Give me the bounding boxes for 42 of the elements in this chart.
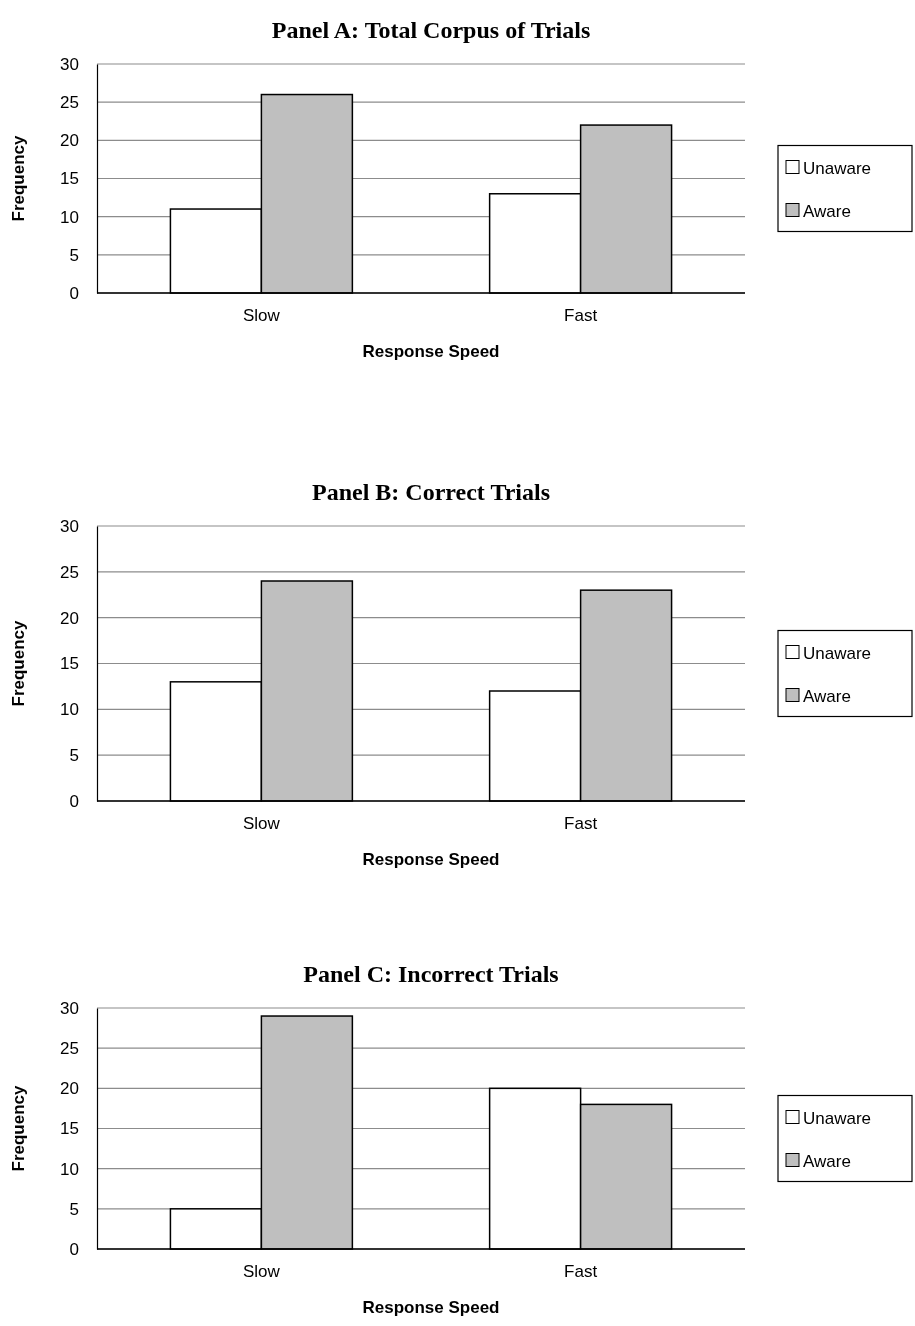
- y-tick-label: 25: [60, 562, 79, 582]
- chart-title: Panel C: Incorrect Trials: [303, 961, 559, 987]
- x-axis-title: Response Speed: [362, 850, 500, 869]
- y-tick-label: 5: [69, 746, 79, 766]
- x-tick-label: Fast: [564, 1262, 598, 1282]
- y-tick-label: 20: [60, 608, 79, 628]
- y-tick-label: 15: [60, 654, 79, 674]
- y-axis-title: Frequency: [9, 619, 28, 707]
- y-tick-label: 30: [60, 516, 79, 536]
- y-tick-label: 15: [60, 1119, 79, 1139]
- x-tick-label: Slow: [242, 306, 281, 326]
- y-tick-label: 10: [60, 700, 79, 720]
- y-tick-label: 5: [69, 1199, 79, 1219]
- x-axis-title: Response Speed: [362, 1298, 500, 1317]
- y-tick-label: 10: [60, 207, 79, 227]
- y-tick-label: 20: [60, 1079, 79, 1099]
- x-tick-label: Slow: [242, 1262, 281, 1282]
- y-tick-label: 30: [60, 54, 79, 74]
- y-tick-label: 0: [69, 1239, 79, 1259]
- legend-label: Unaware: [803, 1108, 872, 1128]
- legend-label: Unaware: [803, 158, 872, 178]
- y-tick-label: 25: [60, 93, 79, 113]
- y-axis-title: Frequency: [9, 134, 28, 222]
- y-tick-label: 15: [60, 169, 79, 189]
- y-axis-title: Frequency: [9, 1084, 28, 1172]
- chart-title: Panel A: Total Corpus of Trials: [271, 17, 591, 43]
- x-tick-label: Slow: [242, 814, 281, 834]
- legend-label: Unaware: [803, 643, 872, 663]
- y-tick-label: 0: [69, 791, 79, 811]
- x-tick-label: Fast: [564, 814, 598, 834]
- y-tick-label: 20: [60, 131, 79, 151]
- y-tick-label: 5: [69, 245, 79, 265]
- chart-title: Panel B: Correct Trials: [312, 479, 550, 505]
- x-tick-label: Fast: [564, 306, 598, 326]
- y-tick-label: 0: [69, 283, 79, 303]
- legend-label: Aware: [803, 686, 851, 706]
- y-tick-label: 30: [60, 998, 79, 1018]
- legend-label: Aware: [803, 1151, 851, 1171]
- y-tick-label: 25: [60, 1039, 79, 1059]
- x-axis-title: Response Speed: [362, 342, 500, 361]
- legend-label: Aware: [803, 201, 851, 221]
- y-tick-label: 10: [60, 1159, 79, 1179]
